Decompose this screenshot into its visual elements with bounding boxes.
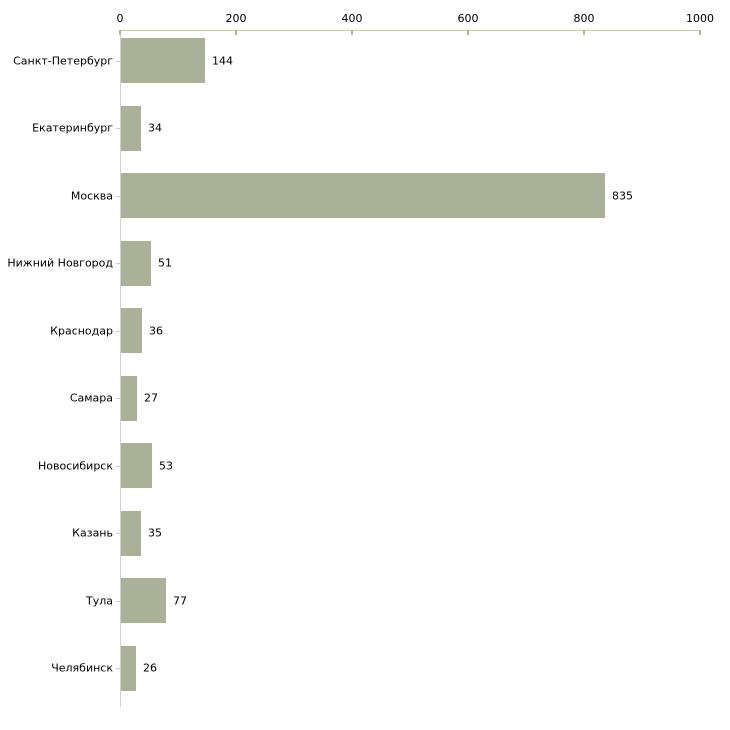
bar	[121, 578, 166, 623]
value-label: 34	[148, 121, 162, 135]
x-tick-label: 0	[116, 12, 124, 25]
bar	[121, 105, 141, 151]
y-tick-mark	[116, 128, 120, 129]
bar	[121, 375, 137, 421]
value-label: 77	[173, 594, 187, 607]
value-label: 36	[149, 324, 163, 337]
bar	[121, 443, 152, 488]
bar	[121, 308, 142, 353]
bar	[121, 645, 136, 691]
value-label: 144	[212, 54, 233, 67]
x-tick-mark	[583, 30, 585, 35]
y-axis-line	[120, 30, 121, 707]
x-tick-mark	[699, 30, 701, 35]
y-tick-mark	[116, 668, 120, 669]
category-label: Тула	[85, 594, 113, 607]
value-label: 835	[612, 189, 633, 202]
category-label: Челябинск	[51, 661, 113, 675]
category-label: Новосибирск	[37, 459, 113, 472]
y-tick-mark	[116, 331, 120, 332]
category-label: Москва	[70, 189, 113, 202]
category-label: Екатеринбург	[32, 121, 113, 135]
x-tick-mark	[235, 30, 237, 35]
y-tick-mark	[116, 398, 120, 399]
y-tick-mark	[116, 466, 120, 467]
bar	[121, 240, 151, 286]
value-label: 53	[159, 459, 173, 472]
bar	[121, 38, 205, 83]
category-label: Казань	[72, 526, 113, 540]
value-label: 26	[143, 661, 157, 675]
value-label: 51	[158, 256, 172, 270]
x-tick-label: 800	[573, 12, 595, 25]
y-tick-mark	[116, 196, 120, 197]
x-tick-label: 600	[457, 12, 479, 25]
x-tick-label: 400	[341, 12, 363, 25]
bar	[121, 510, 141, 556]
category-label: Краснодар	[50, 324, 113, 337]
y-tick-mark	[116, 61, 120, 62]
bar	[121, 173, 605, 218]
y-tick-mark	[116, 601, 120, 602]
category-label: Нижний Новгород	[7, 256, 113, 270]
y-tick-mark	[116, 533, 120, 534]
value-label: 27	[144, 391, 158, 405]
x-tick-mark	[119, 30, 121, 35]
x-axis-line	[120, 30, 701, 31]
x-tick-mark	[467, 30, 469, 35]
value-label: 35	[148, 526, 162, 540]
category-label: Самара	[69, 391, 113, 405]
x-tick-mark	[351, 30, 353, 35]
x-tick-label: 1000	[686, 12, 714, 25]
x-tick-label: 200	[225, 12, 247, 25]
y-tick-mark	[116, 263, 120, 264]
category-label: Санкт-Петербург	[13, 54, 113, 67]
